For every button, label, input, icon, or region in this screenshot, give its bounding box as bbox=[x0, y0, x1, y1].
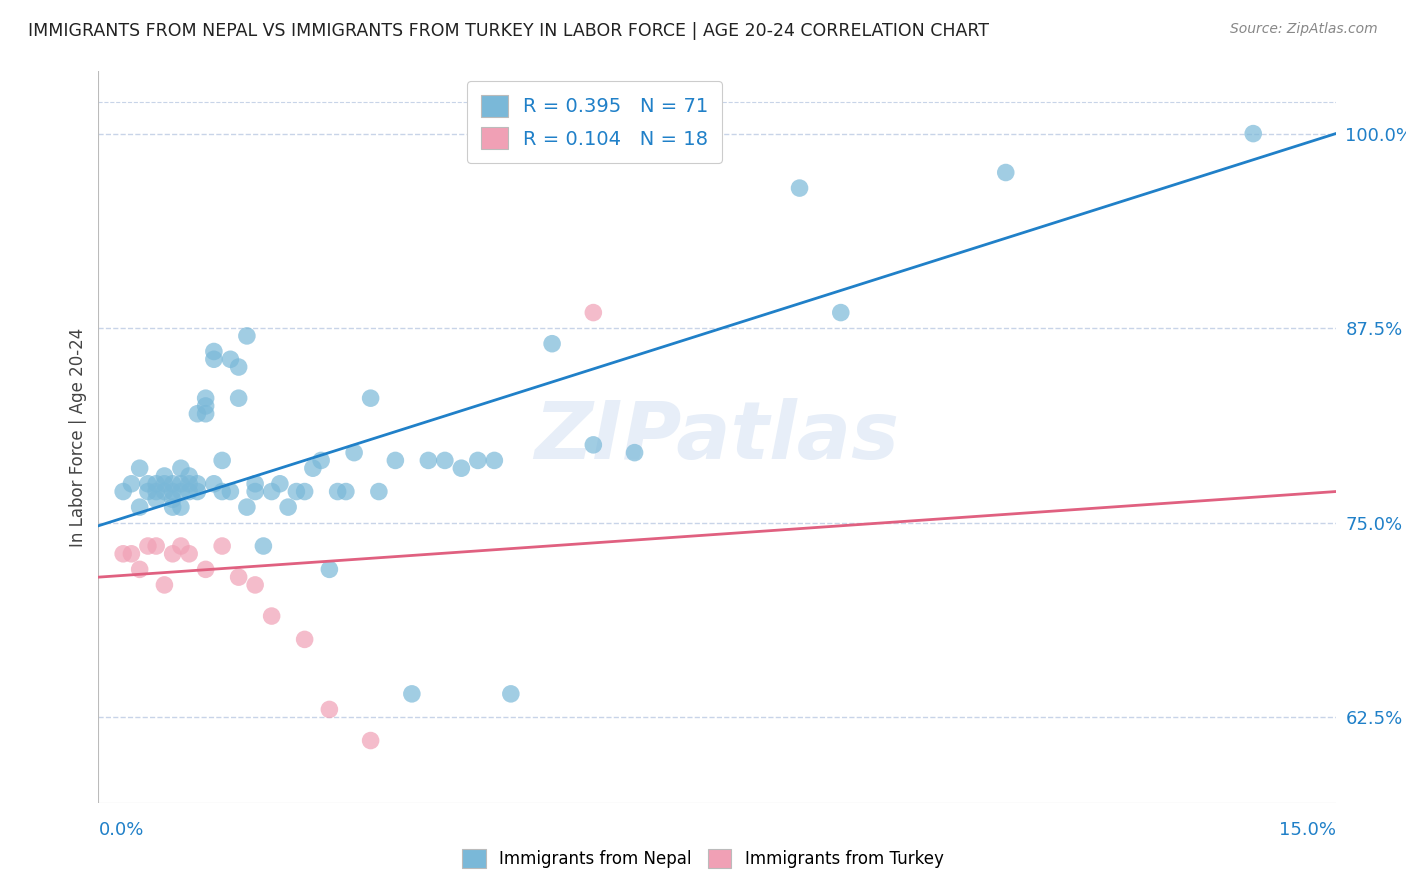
Point bbox=[252, 539, 274, 553]
Point bbox=[335, 484, 357, 499]
Point bbox=[170, 476, 193, 491]
Point bbox=[219, 484, 242, 499]
Point bbox=[830, 305, 852, 319]
Point bbox=[145, 484, 167, 499]
Point bbox=[343, 445, 366, 459]
Point bbox=[136, 476, 159, 491]
Point bbox=[153, 578, 176, 592]
Point bbox=[186, 484, 208, 499]
Point bbox=[194, 407, 217, 421]
Point bbox=[170, 484, 193, 499]
Point bbox=[326, 484, 349, 499]
Point bbox=[202, 476, 225, 491]
Point bbox=[384, 453, 406, 467]
Text: ZIPatlas: ZIPatlas bbox=[534, 398, 900, 476]
Point bbox=[153, 484, 176, 499]
Point bbox=[994, 165, 1017, 179]
Point bbox=[285, 484, 308, 499]
Point bbox=[162, 484, 184, 499]
Point bbox=[145, 476, 167, 491]
Point bbox=[128, 461, 150, 475]
Point bbox=[318, 702, 340, 716]
Point bbox=[360, 391, 382, 405]
Point bbox=[418, 453, 440, 467]
Point bbox=[162, 492, 184, 507]
Point bbox=[236, 329, 259, 343]
Point bbox=[112, 484, 135, 499]
Point bbox=[360, 733, 382, 747]
Point bbox=[136, 539, 159, 553]
Point bbox=[228, 359, 250, 374]
Point bbox=[228, 570, 250, 584]
Point bbox=[211, 539, 233, 553]
Point bbox=[194, 562, 217, 576]
Point bbox=[128, 500, 150, 515]
Point bbox=[294, 632, 316, 647]
Point bbox=[170, 500, 193, 515]
Point bbox=[211, 453, 233, 467]
Text: IMMIGRANTS FROM NEPAL VS IMMIGRANTS FROM TURKEY IN LABOR FORCE | AGE 20-24 CORRE: IMMIGRANTS FROM NEPAL VS IMMIGRANTS FROM… bbox=[28, 22, 988, 40]
Point bbox=[582, 438, 605, 452]
Point bbox=[499, 687, 522, 701]
Legend: R = 0.395   N = 71, R = 0.104   N = 18: R = 0.395 N = 71, R = 0.104 N = 18 bbox=[467, 81, 723, 163]
Point bbox=[401, 687, 423, 701]
Point bbox=[467, 453, 489, 467]
Point bbox=[211, 484, 233, 499]
Point bbox=[170, 461, 193, 475]
Point bbox=[318, 562, 340, 576]
Point bbox=[145, 539, 167, 553]
Point bbox=[294, 484, 316, 499]
Point bbox=[162, 476, 184, 491]
Point bbox=[179, 547, 201, 561]
Legend: Immigrants from Nepal, Immigrants from Turkey: Immigrants from Nepal, Immigrants from T… bbox=[456, 842, 950, 875]
Point bbox=[302, 461, 325, 475]
Point bbox=[243, 476, 266, 491]
Point bbox=[153, 469, 176, 483]
Point bbox=[433, 453, 456, 467]
Point bbox=[277, 500, 299, 515]
Point bbox=[153, 476, 176, 491]
Point bbox=[243, 484, 266, 499]
Text: Source: ZipAtlas.com: Source: ZipAtlas.com bbox=[1230, 22, 1378, 37]
Point bbox=[120, 476, 142, 491]
Point bbox=[186, 476, 208, 491]
Point bbox=[236, 500, 259, 515]
Point bbox=[541, 336, 564, 351]
Point bbox=[1241, 127, 1264, 141]
Point bbox=[128, 562, 150, 576]
Point bbox=[450, 461, 472, 475]
Point bbox=[789, 181, 811, 195]
Point bbox=[202, 344, 225, 359]
Text: 15.0%: 15.0% bbox=[1278, 822, 1336, 839]
Point bbox=[120, 547, 142, 561]
Point bbox=[260, 609, 283, 624]
Point bbox=[228, 391, 250, 405]
Point bbox=[136, 484, 159, 499]
Point bbox=[269, 476, 291, 491]
Point bbox=[145, 492, 167, 507]
Point bbox=[179, 484, 201, 499]
Point bbox=[484, 453, 506, 467]
Text: 0.0%: 0.0% bbox=[98, 822, 143, 839]
Point bbox=[623, 445, 645, 459]
Point bbox=[186, 407, 208, 421]
Point bbox=[582, 305, 605, 319]
Point bbox=[170, 539, 193, 553]
Point bbox=[162, 547, 184, 561]
Point bbox=[202, 352, 225, 367]
Point bbox=[260, 484, 283, 499]
Point bbox=[179, 469, 201, 483]
Point bbox=[179, 476, 201, 491]
Point bbox=[194, 391, 217, 405]
Point bbox=[243, 578, 266, 592]
Point bbox=[162, 500, 184, 515]
Point bbox=[219, 352, 242, 367]
Y-axis label: In Labor Force | Age 20-24: In Labor Force | Age 20-24 bbox=[69, 327, 87, 547]
Point bbox=[367, 484, 389, 499]
Point bbox=[194, 399, 217, 413]
Point bbox=[112, 547, 135, 561]
Point bbox=[309, 453, 332, 467]
